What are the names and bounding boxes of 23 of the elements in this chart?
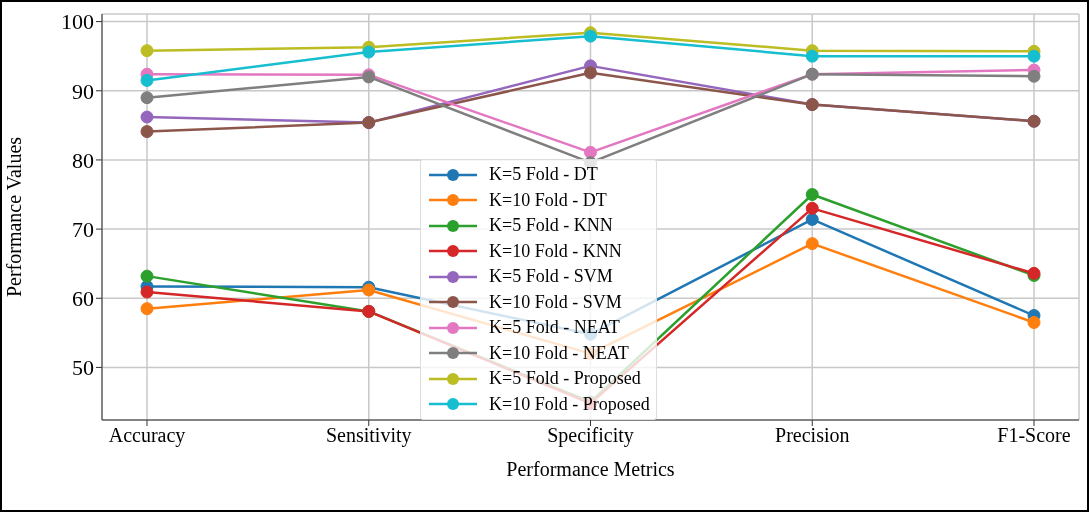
legend-label: K=10 Fold - DT <box>489 189 607 211</box>
x-tick-label: Precision <box>775 424 850 447</box>
legend-label: K=5 Fold - DT <box>489 164 598 186</box>
legend-label: K=5 Fold - Proposed <box>489 368 641 390</box>
x-tick-label: Specificity <box>547 424 634 448</box>
y-tick-label: 50 <box>72 355 94 381</box>
y-tick-label: 100 <box>61 9 94 35</box>
y-tick-label: 70 <box>72 216 94 242</box>
legend-label: K=10 Fold - Proposed <box>489 393 650 415</box>
legend-label: K=5 Fold - KNN <box>489 215 613 237</box>
legend-label: K=10 Fold - NEAT <box>489 342 629 364</box>
y-tick-label: 90 <box>72 78 94 104</box>
legend-label: K=5 Fold - SVM <box>489 266 613 288</box>
y-tick-label: 80 <box>72 147 94 173</box>
y-tick-label: 60 <box>72 286 94 312</box>
legend-label: K=10 Fold - KNN <box>489 240 622 262</box>
y-axis-title: Performance Values <box>3 136 26 298</box>
x-axis-title: Performance Metrics <box>506 458 675 480</box>
x-tick-label: Accuracy <box>108 424 186 448</box>
legend-label: K=10 Fold - SVM <box>489 291 622 313</box>
x-tick-label: Sensitivity <box>325 424 412 448</box>
legend-label: K=5 Fold - NEAT <box>489 317 620 339</box>
x-tick-label: F1-Score <box>997 424 1071 447</box>
